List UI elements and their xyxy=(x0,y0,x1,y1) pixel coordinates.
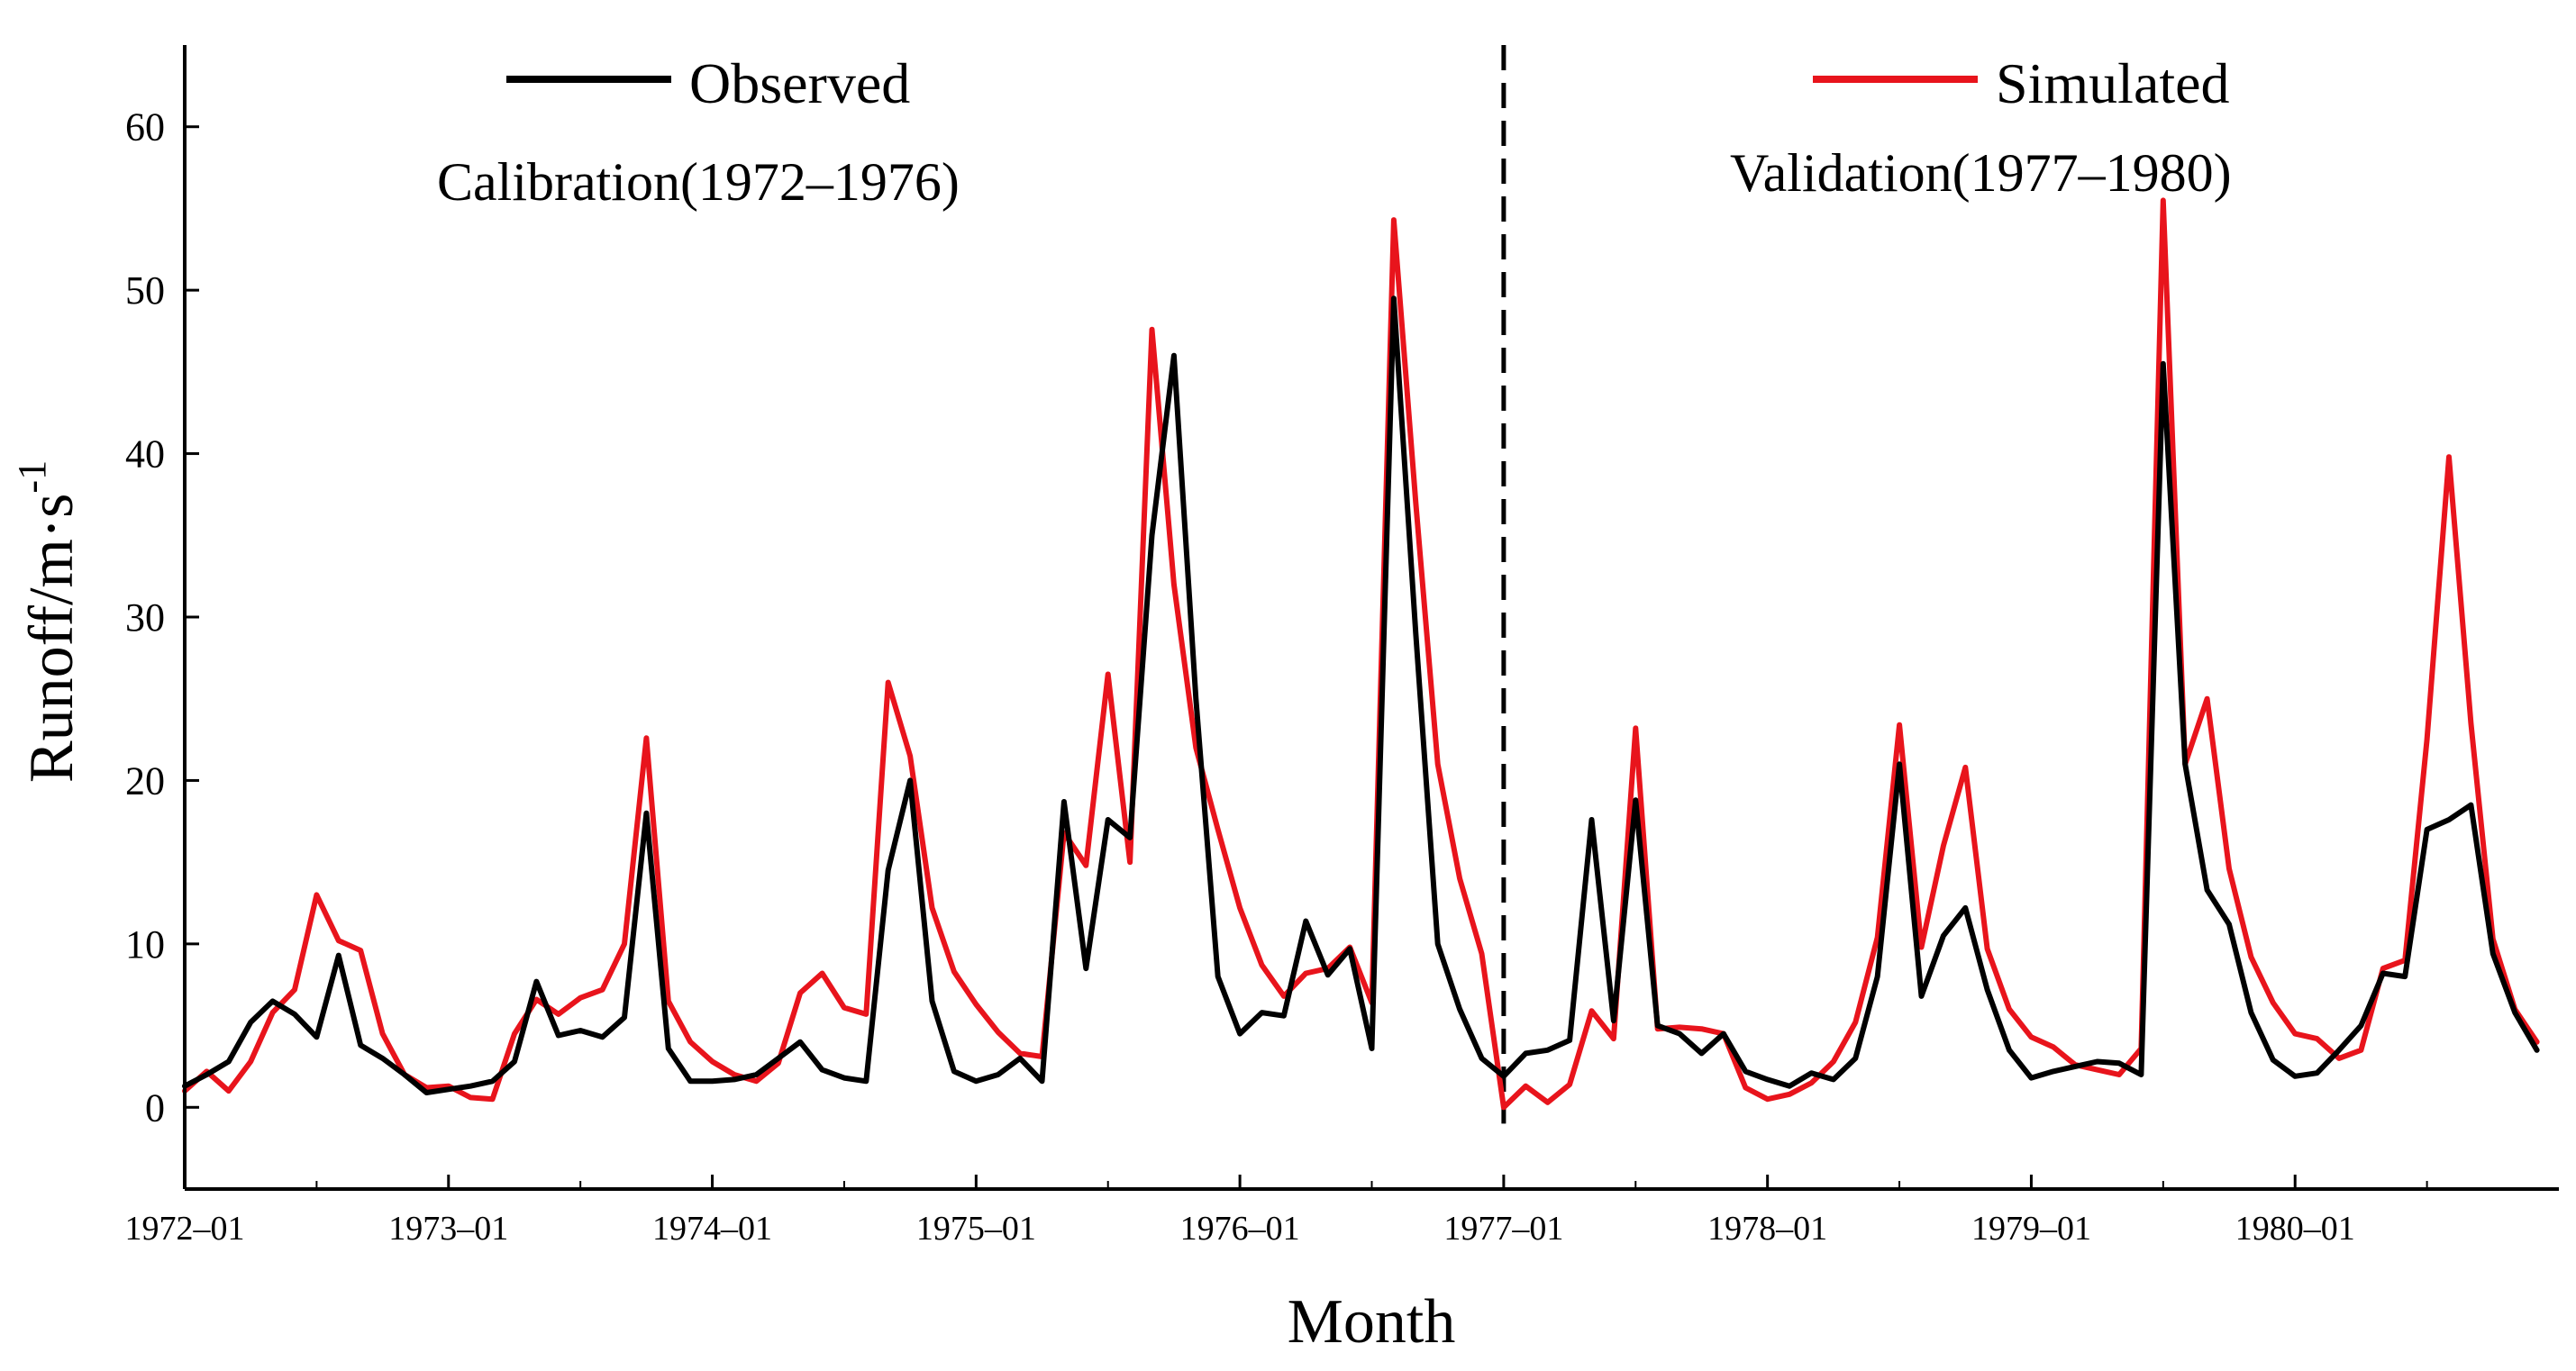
x-tick-label: 1972–01 xyxy=(125,1210,245,1248)
legend: Observed Simulated xyxy=(506,51,2230,115)
y-axis-title-main: Runoff/m·s xyxy=(17,494,86,784)
legend-observed-label: Observed xyxy=(689,51,910,115)
y-axis-title-superscript: -1 xyxy=(10,460,54,494)
y-tick-label: 40 xyxy=(125,432,165,477)
x-tick-label: 1979–01 xyxy=(1971,1210,2091,1248)
x-tick-label: 1977–01 xyxy=(1443,1210,1563,1248)
x-tick-label: 1973–01 xyxy=(388,1210,508,1248)
legend-simulated-label: Simulated xyxy=(1996,51,2230,115)
y-tick-label: 30 xyxy=(125,595,165,640)
series-layer xyxy=(182,197,2540,1111)
y-tick-label: 0 xyxy=(145,1085,165,1130)
y-tick-label: 20 xyxy=(125,758,165,803)
y-axis-ticks: 0 10 20 30 40 50 60 xyxy=(125,105,199,1130)
x-tick-label: 1975–01 xyxy=(916,1210,1036,1248)
x-tick-label: 1980–01 xyxy=(2235,1210,2355,1248)
x-axis-ticks: 1972–01 1973–01 1974–01 1975–01 1976–01 1977–… xyxy=(125,1175,2428,1248)
series-line-observed xyxy=(182,295,2540,1095)
x-tick-label: 1976–01 xyxy=(1180,1210,1300,1248)
x-tick-label: 1978–01 xyxy=(1707,1210,1827,1248)
y-tick-label: 50 xyxy=(125,268,165,313)
validation-annotation: Validation(1977–1980) xyxy=(1730,143,2232,203)
calibration-annotation: Calibration(1972–1976) xyxy=(437,152,960,212)
y-tick-label: 10 xyxy=(125,922,165,967)
y-axis-title-group: Runoff/m·s-1 xyxy=(10,460,86,783)
x-axis-title: Month xyxy=(1288,1287,1456,1357)
y-tick-label: 60 xyxy=(125,105,165,150)
x-tick-label: 1974–01 xyxy=(652,1210,772,1248)
y-axis-title: Runoff/m·s-1 xyxy=(10,460,86,783)
